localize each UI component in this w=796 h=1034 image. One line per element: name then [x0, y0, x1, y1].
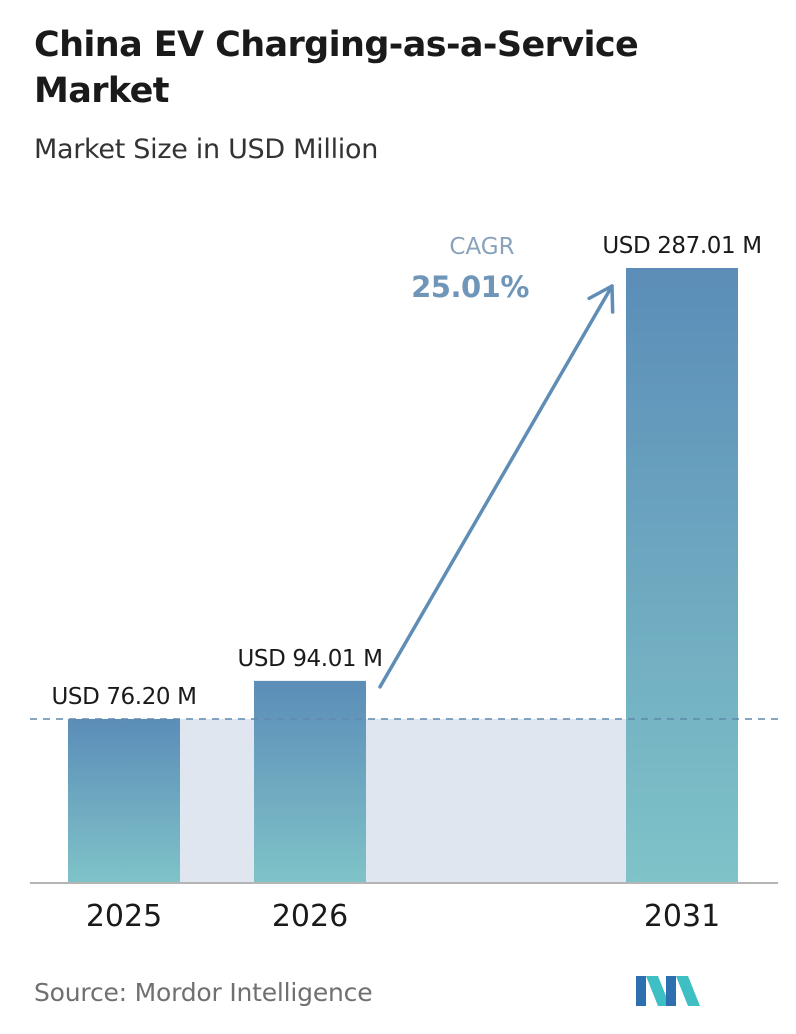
bar-chart: 2025 2026 2031 USD 76.20 M USD 94.01 M USD 28…	[30, 233, 780, 934]
x-tick-label-2031: 2031	[644, 899, 720, 934]
bars-layer	[68, 268, 738, 882]
bar-2025	[68, 718, 180, 882]
x-tick-label-2026: 2026	[272, 899, 348, 934]
cagr-arrow-layer: CAGR 25.01%	[378, 234, 615, 689]
cagr-label: CAGR	[449, 234, 514, 260]
value-label-2025: USD 76.20 M	[51, 684, 196, 710]
x-tick-label-2025: 2025	[86, 899, 162, 934]
mordor-intelligence-logo	[636, 976, 700, 1006]
chart-title: China EV Charging-as-a-Service Market	[34, 25, 639, 111]
value-label-2031: USD 287.01 M	[602, 233, 761, 259]
labels-layer: 2025 2026 2031 USD 76.20 M USD 94.01 M USD 28…	[51, 233, 762, 934]
source-text: Source: Mordor Intelligence	[34, 978, 373, 1007]
cagr-arrow-head	[587, 284, 615, 314]
bar-2031	[626, 268, 738, 882]
cagr-value: 25.01%	[411, 270, 529, 304]
cagr-arrow-line	[378, 284, 614, 689]
chart-subtitle: Market Size in USD Million	[34, 134, 379, 165]
value-label-2026: USD 94.01 M	[237, 646, 382, 672]
bar-2026	[254, 680, 366, 882]
